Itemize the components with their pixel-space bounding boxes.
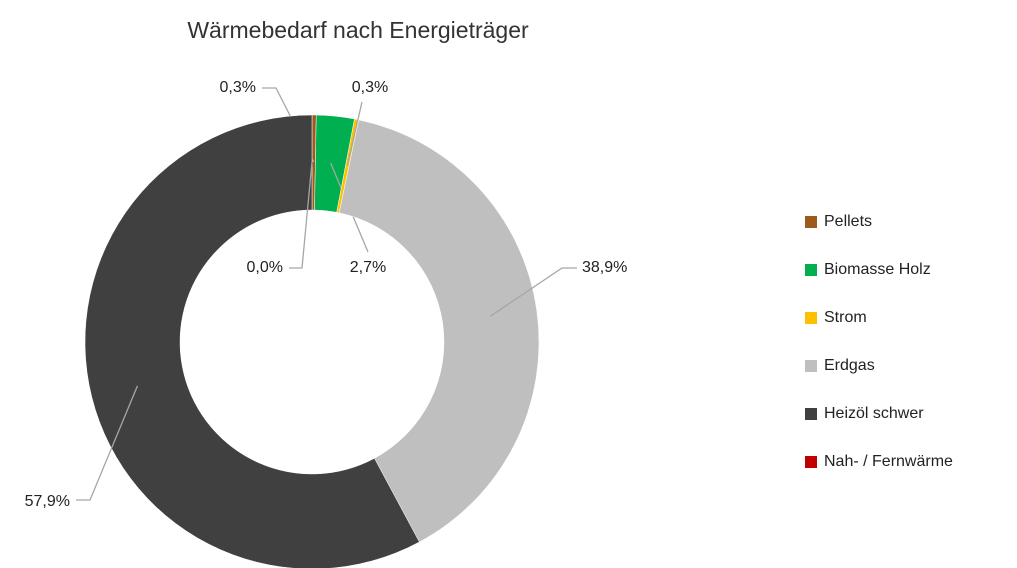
- legend-label: Biomasse Holz: [824, 261, 931, 278]
- data-label: 57,9%: [25, 493, 70, 510]
- legend-swatch: [805, 408, 817, 420]
- leader-line: [76, 385, 139, 501]
- data-label: 2,7%: [350, 259, 386, 276]
- leader-line: [489, 267, 577, 317]
- legend-swatch: [805, 264, 817, 276]
- chart-title: Wärmebedarf nach Energieträger: [187, 17, 529, 43]
- legend-swatch: [805, 312, 817, 324]
- legend-swatch: [805, 456, 817, 468]
- donut-slice: [338, 119, 540, 543]
- legend-label: Strom: [824, 309, 867, 326]
- legend-label: Pellets: [824, 213, 872, 230]
- donut-slice: [84, 114, 420, 568]
- data-label: 38,9%: [582, 259, 627, 276]
- legend-swatch: [805, 360, 817, 372]
- legend-label: Nah- / Fernwärme: [824, 453, 953, 470]
- legend-label: Erdgas: [824, 357, 875, 374]
- leader-line: [289, 161, 313, 269]
- data-label: 0,0%: [247, 259, 283, 276]
- data-label: 0,3%: [352, 79, 388, 96]
- leader-line: [346, 101, 363, 166]
- legend-swatch: [805, 216, 817, 228]
- data-label: 0,3%: [220, 79, 256, 96]
- legend-label: Heizöl schwer: [824, 405, 924, 422]
